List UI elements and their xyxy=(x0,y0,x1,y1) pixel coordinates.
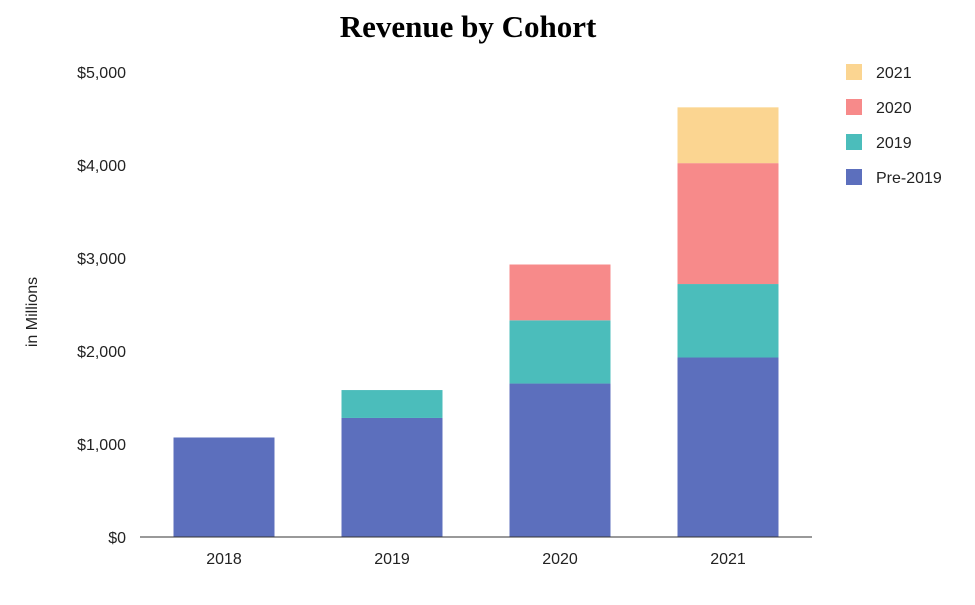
bar-segment-2019-pre-2019 xyxy=(341,417,443,537)
legend-label: 2019 xyxy=(876,135,912,152)
legend-label: Pre-2019 xyxy=(876,170,942,187)
bar-segment-2019-2019 xyxy=(341,390,443,418)
legend-swatch xyxy=(846,64,862,80)
y-tick-label: $5,000 xyxy=(77,65,126,82)
bar-segment-2021-2019 xyxy=(677,284,779,358)
legend: 2021 2020 2019 Pre-2019 xyxy=(846,64,942,187)
legend-swatch xyxy=(846,169,862,185)
bars-group xyxy=(173,107,779,537)
bar-segment-2021-2020 xyxy=(677,163,779,285)
legend-label: 2020 xyxy=(876,100,912,117)
bar-segment-2018-pre-2019 xyxy=(173,437,275,537)
legend-swatch xyxy=(846,134,862,150)
bar-segment-2020-pre-2019 xyxy=(509,383,611,537)
y-tick-label: $3,000 xyxy=(77,251,126,268)
bar-segment-2021-pre-2019 xyxy=(677,357,779,537)
bar-segment-2020-2020 xyxy=(509,264,611,321)
bar-segment-2020-2019 xyxy=(509,320,611,384)
x-axis: 2018 2019 2020 2021 xyxy=(206,551,746,568)
chart-title: Revenue by Cohort xyxy=(340,9,597,44)
x-tick-label: 2021 xyxy=(710,551,746,568)
x-tick-label: 2019 xyxy=(374,551,410,568)
bar-segment-2021-2021 xyxy=(677,107,779,164)
legend-swatch xyxy=(846,99,862,115)
y-axis: $0 $1,000 $2,000 $3,000 $4,000 $5,000 xyxy=(77,65,126,547)
y-tick-label: $0 xyxy=(108,530,126,547)
x-tick-label: 2020 xyxy=(542,551,578,568)
y-tick-label: $4,000 xyxy=(77,158,126,175)
y-axis-title: in Millions xyxy=(24,277,41,347)
y-tick-label: $1,000 xyxy=(77,437,126,454)
legend-label: 2021 xyxy=(876,65,912,82)
y-tick-label: $2,000 xyxy=(77,344,126,361)
x-tick-label: 2018 xyxy=(206,551,242,568)
